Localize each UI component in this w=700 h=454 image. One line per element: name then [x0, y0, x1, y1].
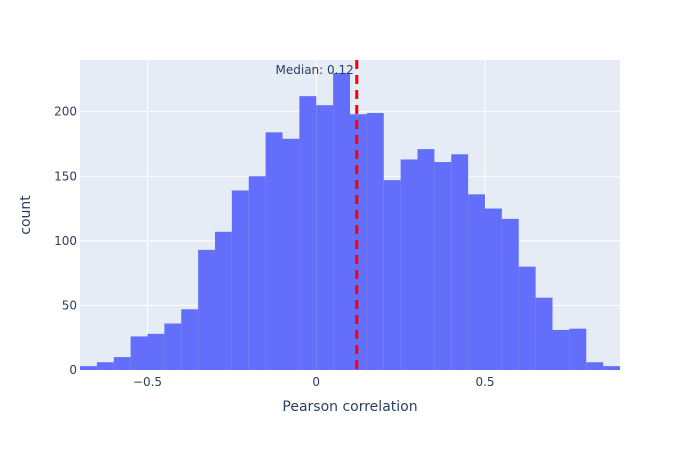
y-axis-title: count: [18, 195, 34, 235]
histogram-bar: [434, 162, 452, 370]
histogram-bar: [400, 159, 418, 370]
y-tick-label: 200: [54, 105, 77, 119]
y-tick-label: 50: [62, 298, 77, 312]
x-tick-label: 0: [312, 375, 320, 389]
y-tick-label: 0: [69, 363, 77, 377]
histogram-bar: [586, 362, 604, 370]
histogram-bar: [265, 132, 283, 370]
x-axis-title: Pearson correlation: [282, 399, 417, 415]
histogram-bar: [299, 96, 317, 371]
histogram-bar: [130, 336, 148, 370]
histogram-bar: [248, 176, 266, 370]
histogram-bar: [80, 366, 97, 370]
y-tick-label: 150: [54, 169, 77, 183]
histogram-bar: [417, 149, 435, 370]
histogram-bar: [468, 194, 485, 370]
histogram-bar: [366, 112, 384, 370]
histogram-bars: [80, 72, 620, 371]
histogram-bar: [181, 309, 199, 370]
histogram-bar: [282, 138, 300, 370]
median-label: Median: 0.12: [276, 63, 354, 77]
median-marker: Median: 0.12: [276, 60, 359, 370]
histogram-bar: [333, 72, 350, 371]
histogram-bar: [113, 357, 131, 370]
histogram-bar: [350, 114, 367, 370]
histogram-bar: [501, 218, 519, 370]
x-axis-ticks: −0.5 0 0.5: [133, 375, 495, 389]
y-tick-label: 100: [54, 234, 77, 248]
histogram-bar: [164, 323, 182, 370]
histogram-bar: [451, 154, 469, 370]
x-tick-label: −0.5: [133, 375, 162, 389]
histogram-bar: [552, 329, 570, 370]
histogram-bar: [198, 249, 215, 370]
histogram-bar: [215, 231, 232, 370]
histogram-bar: [535, 297, 553, 370]
histogram-bar: [383, 180, 401, 370]
histogram-bar: [518, 266, 536, 370]
histogram-bar: [147, 333, 165, 370]
histogram-bar: [96, 362, 114, 370]
y-axis-ticks: 0 50 100 150 200: [54, 105, 77, 377]
histogram-bar: [485, 208, 502, 370]
histogram-bar: [231, 190, 249, 370]
histogram-bar: [316, 105, 334, 370]
histogram-bar: [603, 366, 620, 370]
histogram-bar: [569, 328, 587, 370]
x-tick-label: 0.5: [475, 375, 494, 389]
